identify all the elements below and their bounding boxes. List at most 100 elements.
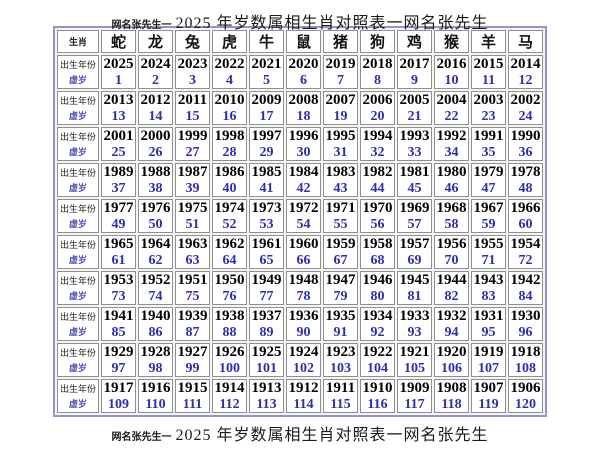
birth-year-value: 1963 xyxy=(177,236,208,252)
birth-year-value: 1927 xyxy=(177,344,208,360)
nominal-age-value: 44 xyxy=(370,181,385,196)
nominal-age-value: 69 xyxy=(407,253,422,268)
nominal-age-value: 97 xyxy=(111,361,126,376)
birth-year-value: 1991 xyxy=(473,128,504,144)
birth-year-value: 2009 xyxy=(251,92,282,108)
nominal-age-value: 50 xyxy=(148,217,163,232)
nominal-age-value: 106 xyxy=(441,361,462,376)
row-label-birth-year: 出生年份 xyxy=(59,239,96,250)
birth-year-value: 2001 xyxy=(103,128,134,144)
year-age-cell: 1956 70 xyxy=(434,235,469,269)
row-label-birth-year: 出生年份 xyxy=(59,59,96,70)
table-row: 出生年份 虚岁 1917 109 1916 110 1915 111 1914 112 1913 11… xyxy=(57,379,543,413)
birth-year-value: 1999 xyxy=(177,128,208,144)
year-age-cell: 1929 97 xyxy=(101,343,136,377)
birth-year-value: 2020 xyxy=(288,56,319,72)
row-label-nominal-age: 虚岁 xyxy=(68,398,87,409)
birth-year-value: 1910 xyxy=(362,380,393,396)
year-age-cell: 2009 17 xyxy=(249,91,284,125)
table-row: 出生年份 虚岁 2013 13 2012 14 2011 15 2010 16 2009 17 2008… xyxy=(57,91,543,125)
nominal-age-value: 74 xyxy=(148,289,163,304)
birth-year-value: 1997 xyxy=(251,128,282,144)
year-age-cell: 2016 10 xyxy=(434,55,469,89)
birth-year-value: 1964 xyxy=(140,236,171,252)
birth-year-value: 1940 xyxy=(140,308,171,324)
zodiac-header-11: 羊 xyxy=(471,30,506,53)
birth-year-value: 2000 xyxy=(140,128,171,144)
birth-year-value: 1980 xyxy=(436,164,467,180)
year-age-cell: 1974 52 xyxy=(212,199,247,233)
year-age-cell: 2007 19 xyxy=(323,91,358,125)
birth-year-value: 1998 xyxy=(214,128,245,144)
birth-year-value: 1953 xyxy=(103,272,134,288)
nominal-age-value: 78 xyxy=(296,289,311,304)
nominal-age-value: 10 xyxy=(444,73,459,88)
birth-year-value: 1985 xyxy=(251,164,282,180)
birth-year-value: 1921 xyxy=(399,344,430,360)
nominal-age-value: 108 xyxy=(515,361,536,376)
birth-year-value: 1992 xyxy=(436,128,467,144)
birth-year-value: 1946 xyxy=(362,272,393,288)
year-age-cell: 2003 23 xyxy=(471,91,506,125)
birth-year-value: 1975 xyxy=(177,200,208,216)
nominal-age-value: 56 xyxy=(370,217,385,232)
year-age-cell: 1907 119 xyxy=(471,379,506,413)
birth-year-value: 1922 xyxy=(362,344,393,360)
nominal-age-value: 1 xyxy=(115,73,122,88)
nominal-age-value: 11 xyxy=(481,73,496,88)
nominal-age-value: 58 xyxy=(444,217,459,232)
birth-year-value: 1961 xyxy=(251,236,282,252)
year-age-cell: 1931 95 xyxy=(471,307,506,341)
page-title: 网名张先生一 2025 年岁数属相生肖对照表一网名张先生 xyxy=(0,0,600,32)
birth-year-value: 1954 xyxy=(510,236,541,252)
row-label-cell: 出生年份 虚岁 xyxy=(57,163,99,197)
birth-year-value: 1974 xyxy=(214,200,245,216)
nominal-age-value: 91 xyxy=(333,325,348,340)
zodiac-header-10: 猴 xyxy=(434,30,469,53)
title-prefix: 网名张先生一 xyxy=(111,20,172,31)
birth-year-value: 1938 xyxy=(214,308,245,324)
birth-year-value: 1939 xyxy=(177,308,208,324)
nominal-age-value: 118 xyxy=(441,397,462,412)
nominal-age-value: 51 xyxy=(185,217,200,232)
table-row: 出生年份 虚岁 1929 97 1928 98 1927 99 1926 100 1925 101 19… xyxy=(57,343,543,377)
row-label-birth-year: 出生年份 xyxy=(59,167,96,178)
year-age-cell: 1967 59 xyxy=(471,199,506,233)
year-age-cell: 1951 75 xyxy=(175,271,210,305)
birth-year-value: 1979 xyxy=(473,164,504,180)
year-age-cell: 1932 94 xyxy=(434,307,469,341)
birth-year-value: 1968 xyxy=(436,200,467,216)
birth-year-value: 1907 xyxy=(473,380,504,396)
birth-year-value: 1972 xyxy=(288,200,319,216)
birth-year-value: 2006 xyxy=(362,92,393,108)
title-main: 2025 年岁数属相生肖对照表一网名张先生 xyxy=(175,15,489,32)
year-age-cell: 1993 33 xyxy=(397,127,432,161)
year-age-cell: 1977 49 xyxy=(101,199,136,233)
birth-year-value: 1932 xyxy=(436,308,467,324)
birth-year-value: 2019 xyxy=(325,56,356,72)
nominal-age-value: 3 xyxy=(189,73,196,88)
year-age-cell: 1928 98 xyxy=(138,343,173,377)
year-age-cell: 1948 78 xyxy=(286,271,321,305)
year-age-cell: 1980 46 xyxy=(434,163,469,197)
year-age-cell: 1986 40 xyxy=(212,163,247,197)
birth-year-value: 1982 xyxy=(362,164,393,180)
year-age-cell: 2018 8 xyxy=(360,55,395,89)
year-age-cell: 1987 39 xyxy=(175,163,210,197)
year-age-cell: 1966 60 xyxy=(508,199,543,233)
table-row: 出生年份 虚岁 1941 85 1940 86 1939 87 1938 88 1937 89 1936… xyxy=(57,307,543,341)
nominal-age-value: 115 xyxy=(330,397,351,412)
year-age-cell: 1998 28 xyxy=(212,127,247,161)
birth-year-value: 1984 xyxy=(288,164,319,180)
nominal-age-value: 67 xyxy=(333,253,348,268)
year-age-cell: 1957 69 xyxy=(397,235,432,269)
nominal-age-value: 101 xyxy=(256,361,277,376)
birth-year-value: 1928 xyxy=(140,344,171,360)
birth-year-value: 1945 xyxy=(399,272,430,288)
year-age-cell: 1961 65 xyxy=(249,235,284,269)
nominal-age-value: 85 xyxy=(111,325,126,340)
nominal-age-value: 9 xyxy=(411,73,418,88)
zodiac-header-1: 蛇 xyxy=(101,30,136,53)
nominal-age-value: 35 xyxy=(481,145,496,160)
nominal-age-value: 21 xyxy=(407,109,422,124)
